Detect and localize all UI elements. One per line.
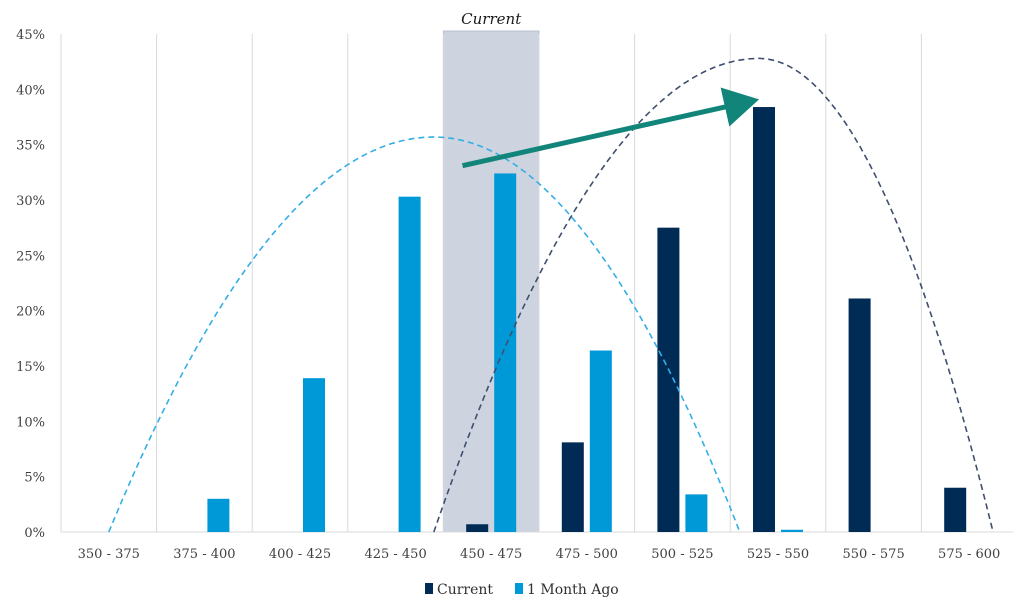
x-tick-label: 500 - 525: [651, 547, 713, 562]
x-tick-label: 350 - 375: [78, 547, 140, 562]
bar-current: [561, 442, 584, 532]
x-tick-label: 475 - 500: [556, 547, 618, 562]
x-tick-label: 450 - 475: [460, 547, 522, 562]
legend-label: 1 Month Ago: [527, 582, 619, 598]
y-tick-label: 45%: [16, 28, 45, 43]
x-tick-label: 425 - 450: [364, 547, 426, 562]
x-tick-label: 525 - 550: [747, 547, 809, 562]
y-tick-label: 35%: [16, 139, 45, 154]
y-tick-label: 40%: [16, 83, 45, 98]
y-tick-label: 20%: [16, 305, 45, 320]
bar-current: [848, 298, 871, 532]
legend-label: Current: [437, 582, 493, 598]
current-bucket-label: Current: [461, 10, 522, 28]
bar-current: [944, 487, 967, 532]
bar-current: [753, 107, 775, 532]
y-tick-label: 30%: [16, 194, 45, 209]
current-bucket-highlight: [442, 30, 540, 533]
y-tick-label: 5%: [24, 471, 45, 486]
distribution-curve-1-month-ago: [108, 136, 741, 533]
distribution-curve-current: [433, 57, 994, 533]
bar-1-month-ago: [589, 350, 612, 532]
bar-1-month-ago: [685, 494, 708, 532]
bar-1-month-ago: [303, 378, 325, 532]
bar-1-month-ago: [781, 529, 803, 532]
bar-current: [657, 227, 680, 532]
bar-1-month-ago: [398, 196, 421, 532]
legend-swatch: [515, 583, 523, 594]
bar-1-month-ago: [494, 173, 517, 532]
y-tick-label: 25%: [16, 249, 45, 264]
legend-swatch: [425, 583, 433, 594]
bar-current: [466, 524, 489, 532]
x-tick-label: 400 - 425: [269, 547, 331, 562]
y-tick-label: 15%: [16, 360, 45, 375]
shift-arrow: [461, 87, 760, 169]
y-tick-label: 10%: [16, 415, 45, 430]
y-tick-label: 0%: [24, 526, 45, 541]
x-tick-label: 575 - 600: [938, 547, 1000, 562]
x-tick-label: 375 - 400: [173, 547, 235, 562]
x-tick-label: 550 - 575: [842, 547, 904, 562]
bar-1-month-ago: [207, 498, 230, 532]
